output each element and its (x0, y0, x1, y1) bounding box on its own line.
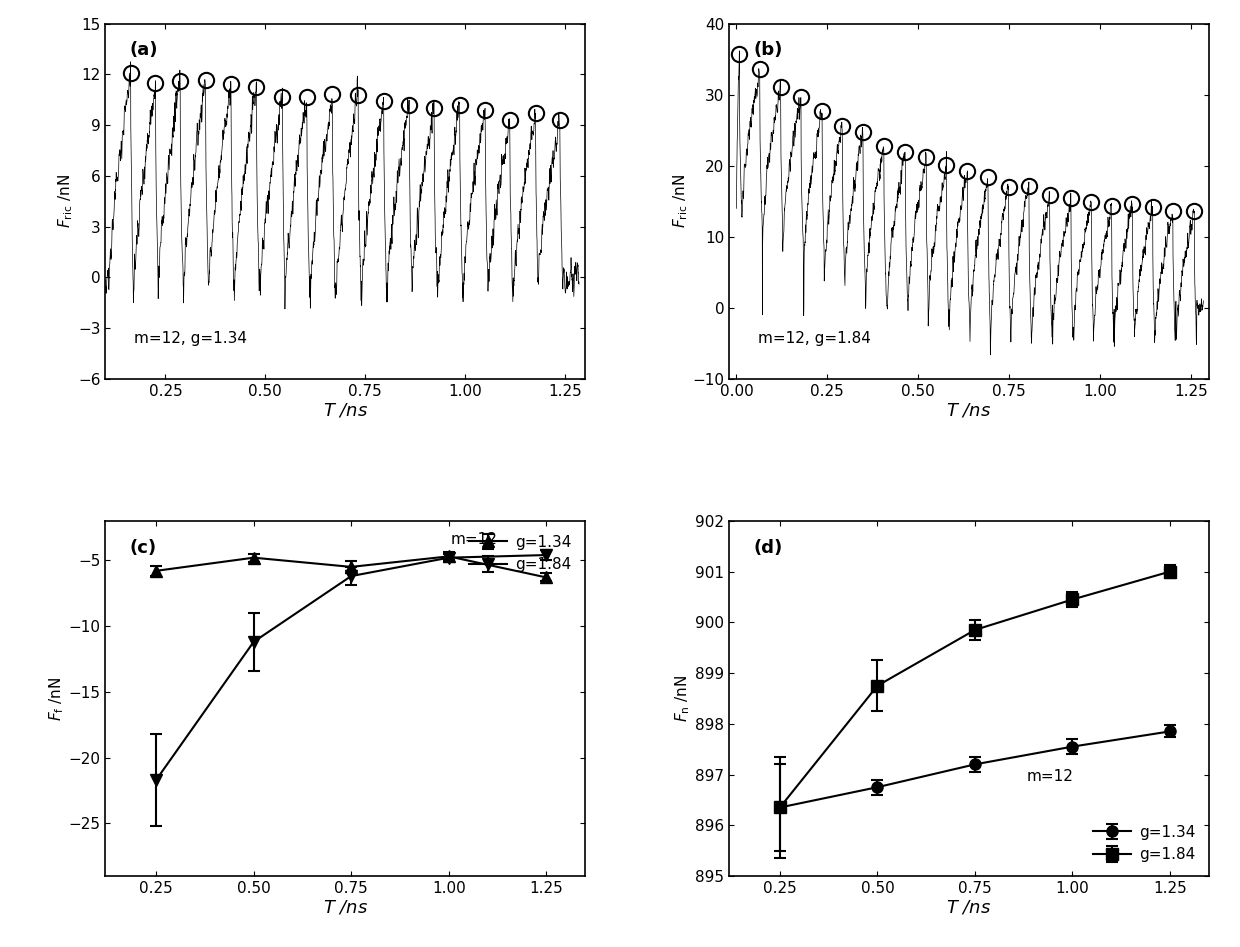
Legend: g=1.34, g=1.84: g=1.34, g=1.84 (464, 528, 578, 579)
Text: (b): (b) (753, 42, 782, 60)
X-axis label: $T$ /ns: $T$ /ns (322, 899, 368, 917)
X-axis label: $T$ /ns: $T$ /ns (946, 402, 992, 420)
Text: m=12: m=12 (1027, 769, 1074, 784)
Y-axis label: $F_{\mathrm{n}}$ /nN: $F_{\mathrm{n}}$ /nN (673, 674, 692, 723)
Text: (d): (d) (753, 539, 782, 557)
X-axis label: $T$ /ns: $T$ /ns (322, 402, 368, 420)
X-axis label: $T$ /ns: $T$ /ns (946, 899, 992, 917)
Y-axis label: $F_{\mathrm{ric}}$ /nN: $F_{\mathrm{ric}}$ /nN (57, 174, 76, 228)
Text: m=12, g=1.84: m=12, g=1.84 (758, 331, 870, 347)
Y-axis label: $F_{\mathrm{f}}$ /nN: $F_{\mathrm{f}}$ /nN (47, 676, 66, 721)
Legend: g=1.34, g=1.84: g=1.34, g=1.84 (1087, 818, 1202, 868)
Y-axis label: $F_{\mathrm{ric}}$ /nN: $F_{\mathrm{ric}}$ /nN (671, 174, 689, 228)
Text: m=12, g=1.34: m=12, g=1.34 (134, 331, 247, 347)
Text: (a): (a) (129, 42, 157, 60)
Text: (c): (c) (129, 539, 156, 557)
Text: m=12: m=12 (451, 531, 497, 546)
